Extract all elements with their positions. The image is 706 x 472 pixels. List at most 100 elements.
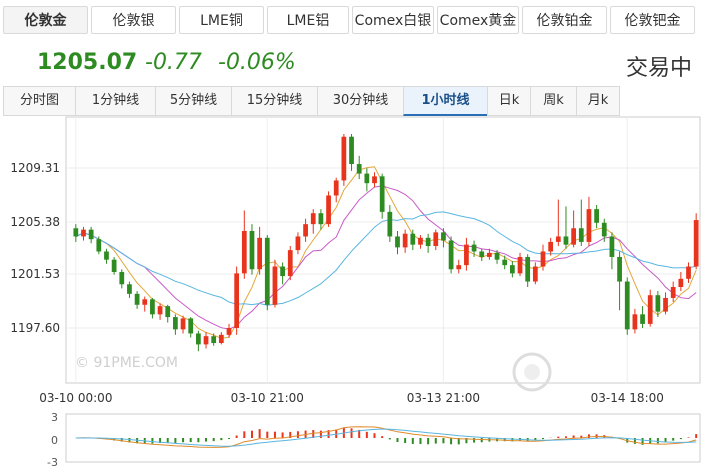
price-change-percent: -0.06% — [218, 50, 296, 75]
y-tick-label: 1197.60 — [10, 321, 60, 335]
candle — [586, 209, 592, 242]
candle — [203, 336, 209, 345]
timeframe-tab-4[interactable]: 15分钟线 — [231, 86, 318, 116]
candle — [249, 230, 255, 270]
candle — [310, 213, 316, 225]
candle — [379, 176, 385, 212]
candle — [686, 266, 691, 279]
candle — [272, 266, 278, 305]
candle — [119, 271, 125, 285]
ma20-line — [75, 211, 697, 306]
dea-line — [75, 428, 697, 447]
candle — [111, 259, 117, 272]
candle — [226, 328, 232, 335]
candle — [640, 314, 645, 324]
candle — [663, 297, 668, 312]
candle — [402, 233, 408, 248]
candle — [693, 220, 699, 267]
tab-6[interactable]: Comex黄金 — [437, 6, 519, 34]
candle — [456, 265, 462, 270]
candle — [540, 251, 546, 267]
candle — [410, 233, 416, 245]
ma10-line — [75, 185, 697, 330]
candle — [73, 228, 79, 237]
candle — [150, 299, 155, 315]
candle — [173, 317, 178, 330]
candle — [448, 240, 454, 270]
y-tick-label: 1201.53 — [10, 267, 60, 281]
candle — [318, 213, 324, 225]
watermark-logo — [512, 352, 552, 392]
candle — [356, 164, 362, 174]
tab-8[interactable]: 伦敦钯金 — [610, 6, 695, 34]
indicator-y-tick: -3 — [47, 456, 58, 469]
candle — [502, 259, 508, 266]
candle — [525, 256, 531, 282]
ma5-line — [75, 166, 697, 339]
candle — [134, 293, 140, 305]
y-tick-label: 1205.38 — [10, 215, 60, 229]
candle — [678, 278, 684, 288]
x-tick-label: 03-10 00:00 — [39, 391, 112, 405]
tab-2[interactable]: 伦敦银 — [91, 6, 176, 34]
last-price: 1205.07 — [37, 50, 138, 75]
timeframe-tab-8[interactable]: 周k — [530, 86, 577, 116]
candle — [471, 244, 477, 252]
candle — [395, 236, 400, 248]
candle — [372, 176, 377, 184]
candle — [571, 228, 577, 245]
candle — [287, 250, 293, 277]
x-tick-label: 03-14 18:00 — [591, 391, 664, 405]
trading-status: 交易中 — [625, 56, 692, 81]
indicator-y-tick: 0 — [51, 434, 58, 447]
candle — [280, 266, 285, 277]
candle — [241, 230, 247, 274]
candle — [632, 314, 638, 330]
candle — [433, 232, 439, 247]
candle — [387, 211, 393, 237]
candle — [88, 229, 94, 240]
candle — [624, 281, 630, 330]
timeframe-tab-1[interactable]: 分时图 — [3, 86, 76, 116]
candle — [188, 318, 194, 334]
candle — [104, 251, 109, 260]
candle — [509, 265, 515, 274]
candle — [326, 195, 331, 225]
candle — [157, 306, 163, 315]
candle — [257, 237, 263, 270]
candle — [563, 236, 569, 245]
tab-4[interactable]: LME铝 — [267, 6, 349, 34]
candle — [96, 239, 102, 252]
timeframe-tab-6[interactable]: 1小时线 — [403, 86, 488, 116]
candle — [303, 224, 308, 237]
tab-5[interactable]: Comex白银 — [352, 6, 434, 34]
candle — [142, 299, 148, 305]
timeframe-tab-2[interactable]: 1分钟线 — [75, 86, 156, 116]
candle — [494, 252, 500, 260]
candle — [425, 237, 431, 247]
instrument-tabs: 伦敦金 伦敦银 LME铜 LME铝 Comex白银 Comex黄金 伦敦铂金 伦敦钯金 — [3, 3, 703, 37]
candle — [441, 232, 446, 241]
candle — [165, 306, 171, 318]
candle — [295, 236, 301, 251]
timeframe-tab-3[interactable]: 5分钟线 — [155, 86, 232, 116]
candle — [548, 241, 554, 252]
candle — [180, 318, 186, 330]
y-tick-label: 1209.31 — [10, 161, 60, 175]
candle — [609, 236, 615, 257]
candle — [670, 287, 676, 298]
timeframe-tab-9[interactable]: 月k — [576, 86, 620, 116]
tab-1[interactable]: 伦敦金 — [3, 6, 88, 34]
candle — [341, 136, 347, 181]
candle — [532, 266, 538, 282]
timeframe-tab-7[interactable]: 日k — [487, 86, 531, 116]
candle — [555, 236, 561, 242]
price-change: -0.77 — [145, 50, 202, 75]
candle — [601, 222, 607, 237]
tab-7[interactable]: 伦敦铂金 — [522, 6, 607, 34]
candle — [617, 256, 622, 282]
tab-3[interactable]: LME铜 — [179, 6, 264, 34]
candle — [195, 333, 201, 345]
candle — [364, 173, 370, 184]
